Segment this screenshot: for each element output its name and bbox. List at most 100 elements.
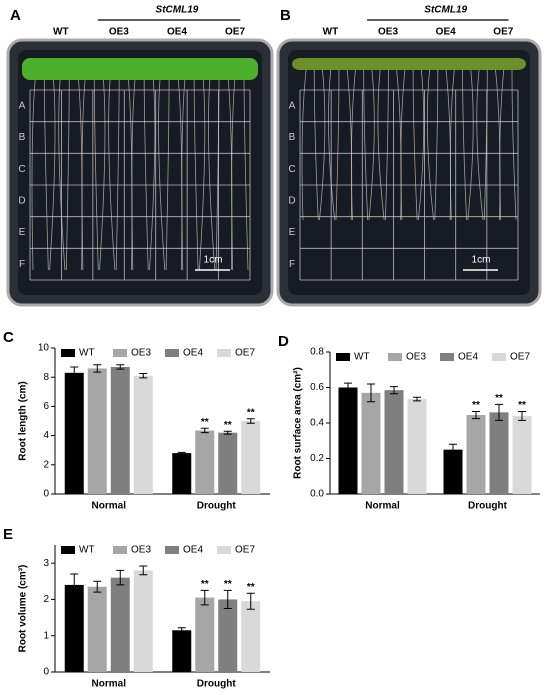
bar — [512, 415, 532, 494]
genotype-label: OE4 — [436, 27, 456, 38]
root — [215, 69, 220, 271]
error-bar — [93, 580, 102, 593]
error-bar — [116, 364, 125, 370]
panel-letter: A — [10, 7, 21, 24]
row-label: E — [19, 227, 26, 238]
legend-swatch — [113, 546, 127, 554]
scale-label: 1cm — [204, 255, 223, 266]
row-label: D — [18, 195, 25, 206]
genotype-label: OE3 — [109, 27, 129, 38]
genotype-label: OE7 — [225, 27, 245, 38]
y-tick-label: 2 — [43, 594, 49, 605]
row-label: A — [19, 100, 26, 111]
root — [467, 69, 474, 221]
bar — [133, 570, 153, 672]
root — [99, 69, 106, 271]
error-bar — [413, 396, 421, 402]
root — [363, 69, 369, 221]
bar — [384, 390, 404, 494]
bar — [466, 415, 486, 494]
bar — [443, 449, 463, 494]
root — [93, 69, 99, 271]
row-label: B — [289, 132, 296, 143]
genotype-label: WT — [53, 27, 69, 38]
root — [31, 69, 37, 271]
row-label: A — [289, 100, 296, 111]
error-bar — [367, 383, 375, 403]
legend-label: WT — [354, 352, 370, 363]
root — [158, 69, 166, 271]
y-tick-label: 8 — [43, 372, 49, 383]
error-bar — [449, 443, 457, 456]
y-tick-label: 10 — [38, 343, 50, 354]
error-bar — [344, 382, 352, 393]
error-bar — [93, 364, 102, 373]
y-tick-label: 0 — [43, 667, 49, 678]
legend-swatch — [165, 546, 179, 554]
y-tick-label: 0.6 — [310, 382, 324, 393]
bar — [133, 375, 153, 494]
bar — [195, 430, 215, 494]
root — [377, 69, 385, 221]
legend-label: OE4 — [183, 348, 203, 359]
x-tick-label: Normal — [365, 501, 400, 512]
panel-letter: B — [280, 7, 291, 24]
y-axis-label: Root volume (cm³) — [18, 565, 29, 653]
genotype-label: OE4 — [167, 27, 187, 38]
error-bar — [177, 627, 186, 634]
root — [199, 69, 206, 271]
bar — [195, 597, 215, 672]
genotype-label: OE3 — [378, 27, 398, 38]
legend-swatch — [113, 349, 127, 357]
x-tick-label: Normal — [92, 679, 127, 690]
root — [81, 69, 87, 271]
panel-letter: C — [3, 329, 14, 346]
error-bar — [70, 573, 79, 597]
root — [193, 69, 199, 271]
row-label: B — [19, 132, 26, 143]
significance: ** — [224, 420, 232, 431]
root — [483, 69, 488, 221]
root — [400, 69, 406, 221]
y-tick-label: 0 — [43, 489, 49, 500]
legend-label: OE7 — [510, 352, 530, 363]
error-bar — [70, 366, 79, 380]
genotype-label: OE7 — [493, 27, 513, 38]
root — [351, 69, 356, 221]
bar — [218, 599, 238, 672]
plate-inner — [18, 50, 262, 295]
error-bar — [200, 589, 209, 606]
root — [462, 69, 467, 221]
error-bar — [246, 592, 255, 610]
y-tick-label: 4 — [43, 430, 49, 441]
legend-label: OE4 — [183, 545, 203, 556]
root — [335, 69, 340, 221]
root — [43, 69, 49, 271]
error-bar — [495, 403, 503, 421]
legend-swatch — [217, 546, 231, 554]
root — [165, 69, 170, 271]
root — [58, 69, 66, 271]
root — [434, 69, 439, 221]
root — [412, 69, 418, 221]
error-bar — [390, 386, 398, 395]
bar — [361, 392, 381, 494]
y-tick-label: 2 — [43, 459, 49, 470]
x-tick-label: Drought — [197, 679, 237, 690]
group-label: StCML19 — [156, 5, 199, 16]
bar — [172, 453, 192, 494]
y-tick-label: 0.2 — [310, 453, 324, 464]
bar — [489, 412, 509, 494]
row-label: F — [19, 259, 25, 270]
row-label: E — [289, 227, 296, 238]
panel-letter: D — [278, 333, 289, 350]
legend-label: WT — [79, 348, 95, 359]
group-label: StCML19 — [424, 5, 467, 16]
bar — [110, 366, 130, 494]
row-label: C — [288, 164, 295, 175]
bar — [110, 577, 130, 672]
significance: ** — [224, 579, 232, 590]
error-bar — [223, 430, 232, 435]
